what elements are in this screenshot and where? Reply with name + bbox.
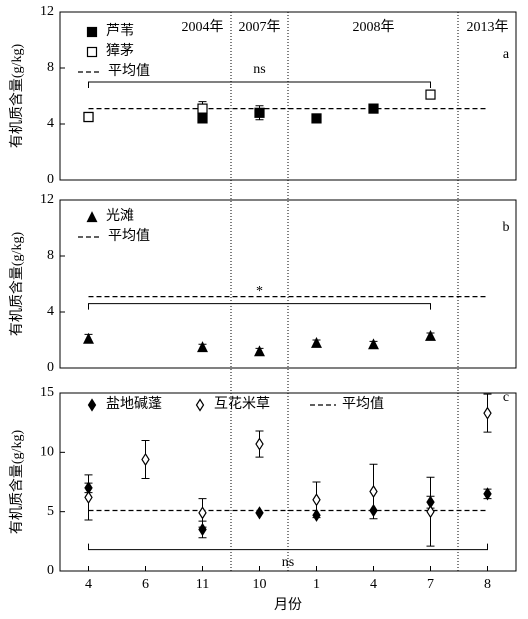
y-tick-label: 15 <box>40 385 54 400</box>
y-tick-label: 0 <box>47 172 54 187</box>
marker <box>198 506 207 520</box>
y-axis-label: 有机质含量(g/kg) <box>9 232 25 337</box>
x-tick-label: 1 <box>313 577 320 592</box>
year-label: 2007年 <box>239 19 281 35</box>
legend-label: 平均值 <box>108 63 150 79</box>
plot-frame <box>59 392 517 572</box>
legend-marker <box>86 26 98 38</box>
y-tick-label: 0 <box>47 360 54 375</box>
year-label: 2004年 <box>182 19 224 35</box>
marker <box>483 487 492 501</box>
legend-label: 芦苇 <box>106 23 134 39</box>
x-tick-label: 11 <box>196 577 209 592</box>
marker <box>311 336 322 348</box>
year-label: 2013年 <box>467 19 509 35</box>
y-tick-label: 8 <box>47 248 54 263</box>
y-tick-label: 0 <box>47 563 54 578</box>
marker <box>368 103 379 114</box>
legend-marker <box>86 211 98 223</box>
y-tick-label: 4 <box>47 304 54 319</box>
legend-label: 光滩 <box>106 208 134 224</box>
marker <box>255 437 264 451</box>
legend-marker <box>86 46 98 58</box>
y-tick-label: 8 <box>47 60 54 75</box>
legend-label: 獐茅 <box>106 43 134 59</box>
y-axis-label: 有机质含量(g/kg) <box>9 430 25 535</box>
marker <box>83 332 94 344</box>
marker <box>197 103 208 114</box>
marker <box>426 505 435 519</box>
marker <box>425 329 436 341</box>
year-label: 2008年 <box>353 19 395 35</box>
legend-marker <box>87 398 97 412</box>
y-tick-label: 5 <box>47 504 54 519</box>
marker <box>368 338 379 350</box>
y-tick-label: 10 <box>40 445 54 460</box>
marker <box>425 89 436 100</box>
significance-bracket <box>88 303 431 310</box>
significance-label: * <box>256 284 263 299</box>
marker <box>141 452 150 467</box>
marker <box>197 341 208 353</box>
y-tick-label: 12 <box>40 192 54 207</box>
x-tick-label: 7 <box>427 577 434 592</box>
marker <box>255 506 264 520</box>
x-tick-label: 8 <box>484 577 491 592</box>
plot-frame <box>59 11 517 181</box>
marker <box>254 345 265 357</box>
significance-label: ns <box>253 62 265 77</box>
marker <box>311 113 322 124</box>
marker <box>83 111 94 123</box>
marker <box>483 406 492 420</box>
panel-label: a <box>503 47 510 62</box>
marker <box>84 490 93 505</box>
legend-label: 盐地碱蓬 <box>106 396 162 412</box>
panel-label: c <box>503 390 509 405</box>
y-tick-label: 4 <box>47 116 54 131</box>
y-axis-label: 有机质含量(g/kg) <box>9 44 25 149</box>
legend-label: 平均值 <box>108 228 150 244</box>
marker <box>369 484 378 499</box>
marker <box>254 107 265 118</box>
x-tick-label: 10 <box>253 577 267 592</box>
y-tick-label: 12 <box>40 4 54 19</box>
x-tick-label: 6 <box>142 577 149 592</box>
marker <box>312 493 321 507</box>
x-tick-label: 4 <box>370 577 377 592</box>
significance-bracket <box>88 543 488 551</box>
legend-label: 平均值 <box>342 396 384 412</box>
x-tick-label: 4 <box>85 577 92 592</box>
panel-label: b <box>503 220 510 235</box>
plot-frame <box>59 199 517 369</box>
legend-label: 互花米草 <box>214 396 270 412</box>
significance-bracket <box>88 81 431 88</box>
significance-label: ns <box>282 555 294 570</box>
x-axis-label: 月份 <box>274 597 302 613</box>
legend-marker <box>195 398 205 412</box>
